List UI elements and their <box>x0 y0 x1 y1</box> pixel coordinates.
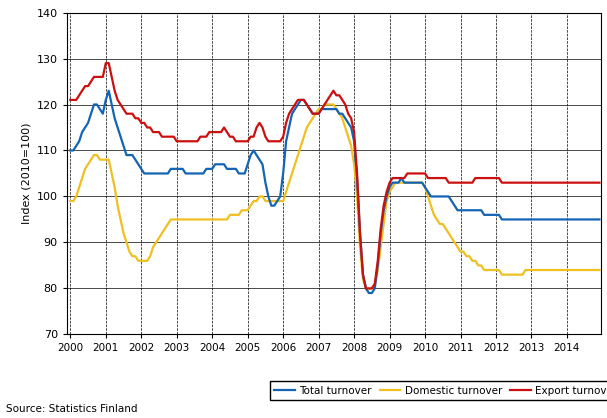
Domestic turnover <box>268 199 275 204</box>
Domestic turnover <box>596 268 603 273</box>
Export turnover <box>584 180 591 185</box>
Export turnover <box>75 93 83 98</box>
Domestic turnover <box>321 102 328 107</box>
Export turnover <box>67 97 74 102</box>
Export turnover <box>362 286 370 291</box>
Export turnover <box>132 116 139 121</box>
Line: Export turnover: Export turnover <box>70 63 600 288</box>
Domestic turnover <box>176 217 183 222</box>
Export turnover <box>596 180 603 185</box>
Domestic turnover <box>543 268 550 273</box>
Export turnover <box>271 139 278 144</box>
Line: Domestic turnover: Domestic turnover <box>70 104 600 288</box>
Total turnover <box>105 88 112 93</box>
Total turnover <box>365 291 373 296</box>
Export turnover <box>543 180 550 185</box>
Total turnover <box>179 166 186 171</box>
Y-axis label: Index (2010=100): Index (2010=100) <box>21 123 31 224</box>
Domestic turnover <box>129 254 136 259</box>
Total turnover <box>132 157 139 162</box>
Total turnover <box>596 217 603 222</box>
Export turnover <box>102 61 109 66</box>
Total turnover <box>543 217 550 222</box>
Domestic turnover <box>67 199 74 204</box>
Text: Source: Statistics Finland: Source: Statistics Finland <box>6 404 138 414</box>
Total turnover <box>75 139 83 144</box>
Domestic turnover <box>75 185 83 190</box>
Domestic turnover <box>362 286 370 291</box>
Legend: Total turnover, Domestic turnover, Export turnover: Total turnover, Domestic turnover, Expor… <box>270 382 607 400</box>
Total turnover <box>271 203 278 208</box>
Total turnover <box>584 217 591 222</box>
Domestic turnover <box>584 268 591 273</box>
Export turnover <box>179 139 186 144</box>
Line: Total turnover: Total turnover <box>70 91 600 293</box>
Total turnover <box>67 148 74 153</box>
